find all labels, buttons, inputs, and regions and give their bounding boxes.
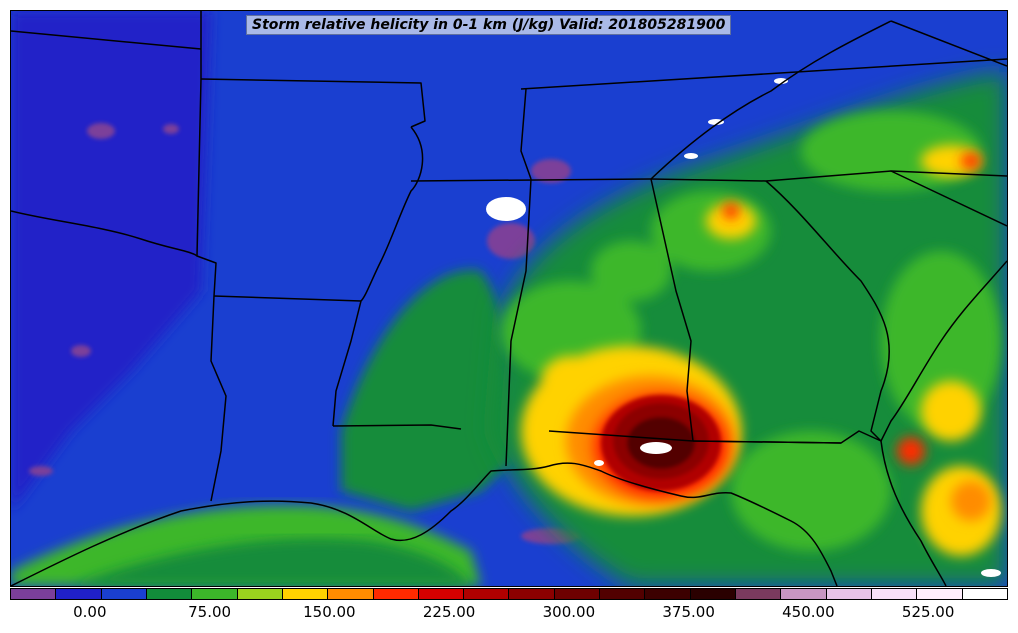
colorbar-segment	[736, 589, 782, 599]
colorbar-segment	[101, 589, 147, 599]
colorbar-segment	[781, 589, 827, 599]
field-central-green	[341, 270, 511, 511]
colorbar-segment	[56, 589, 102, 599]
colorbar-tick-label: 225.00	[422, 603, 476, 621]
colorbar-segment	[328, 589, 374, 599]
colorbar-segment	[645, 589, 691, 599]
colorbar-segment	[464, 589, 510, 599]
colorbar-segment	[962, 589, 1007, 599]
field-gulf-green	[71, 538, 471, 586]
colorbar-segment	[418, 589, 465, 599]
field-west-blue	[11, 11, 211, 511]
state-boundaries	[11, 11, 1007, 502]
colorbar	[10, 588, 1008, 600]
colorbar-tick-label: 450.00	[782, 603, 835, 621]
coastline	[11, 260, 1007, 586]
field-white-spots	[486, 78, 1001, 577]
colorbar-tick-label: 0.00	[73, 603, 107, 621]
colorbar-segment	[11, 589, 57, 599]
colorbar-segment	[509, 589, 555, 599]
colorbar-segment	[192, 589, 238, 599]
colorbar-tick-label: 375.00	[662, 603, 715, 621]
colorbar-segment	[554, 589, 601, 599]
colorbar-labels: 0.00 75.00 150.00 225.00 300.00 375.00 450.00 5…	[10, 601, 1008, 627]
helicity-map	[11, 11, 1007, 586]
colorbar-segment	[871, 589, 918, 599]
map-frame	[10, 10, 1008, 587]
colorbar-segment	[146, 589, 193, 599]
colorbar-segment	[282, 589, 329, 599]
colorbar-segment	[237, 589, 283, 599]
colorbar-tick-label: 300.00	[542, 603, 596, 621]
colorbar-tick-label: 525.00	[901, 603, 955, 621]
colorbar-segment	[600, 589, 646, 599]
colorbar-segment	[917, 589, 963, 599]
colorbar-segment	[690, 589, 736, 599]
colorbar-tick-label: 150.00	[303, 603, 356, 621]
colorbar-segment	[826, 589, 872, 599]
colorbar-segment	[373, 589, 419, 599]
map-title: Storm relative helicity in 0-1 km (J/kg)…	[246, 15, 732, 35]
colorbar-tick-label: 75.00	[188, 603, 232, 621]
